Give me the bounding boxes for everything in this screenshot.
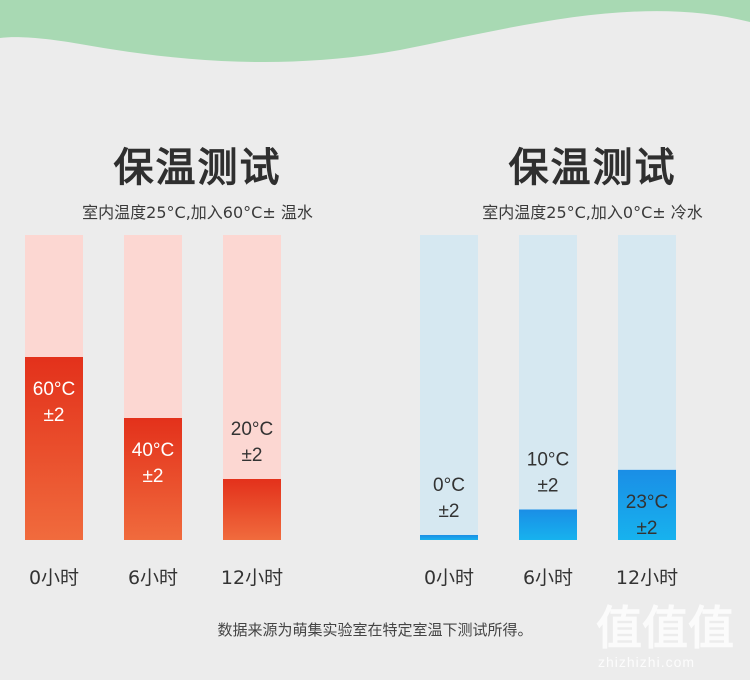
bar-fill (223, 479, 281, 540)
data-source-footnote: 数据来源为萌集实验室在特定室温下测试所得。 (217, 621, 533, 639)
category-label: 0小时 (29, 567, 79, 589)
bar-tolerance-label: ±2 (44, 405, 65, 426)
bar-track (420, 235, 478, 540)
category-label: 6小时 (523, 567, 573, 589)
bar-value-label: 10°C (527, 450, 569, 471)
bar-tolerance-label: ±2 (143, 466, 164, 487)
decorative-wave (0, 0, 750, 63)
bar-value-label: 60°C (33, 379, 75, 400)
bar-fill (124, 418, 182, 540)
bar-track (519, 235, 577, 540)
bar-value-label: 40°C (132, 440, 174, 461)
watermark-logo-text: 值值值 (596, 601, 734, 655)
bar-tolerance-label: ±2 (439, 501, 460, 522)
bar-fill (519, 509, 577, 540)
bar-tolerance-label: ±2 (538, 476, 559, 497)
chart-title: 保温测试 (113, 145, 282, 191)
category-label: 12小时 (616, 567, 678, 589)
bar-value-label: 20°C (231, 419, 273, 440)
category-label: 12小时 (221, 567, 283, 589)
bar-fill (420, 535, 478, 540)
chart-subtitle: 室内温度25°C,加入0°C± 冷水 (482, 203, 703, 222)
hot-water-test-panel: 60°C ±2 0小时 40°C ±2 6小时 20°C ±2 12小时 保温测试 室内温度25… (25, 135, 370, 595)
bar-tolerance-label: ±2 (637, 518, 658, 539)
bar-value-label: 23°C (626, 492, 668, 513)
chart-subtitle: 室内温度25°C,加入60°C± 温水 (82, 203, 313, 222)
bar-value-label: 0°C (433, 475, 465, 496)
category-label: 0小时 (424, 567, 474, 589)
category-label: 6小时 (128, 567, 178, 589)
bar-fill (618, 469, 676, 540)
watermark-logo: 值值值 (596, 601, 734, 655)
bar-fill (25, 357, 83, 540)
cold-water-chart: 0°C ±2 0小时 10°C ±2 6小时 23°C ±2 12小时 (420, 235, 678, 589)
bar-tolerance-label: ±2 (242, 445, 263, 466)
cold-water-test-panel: 0°C ±2 0小时 10°C ±2 6小时 23°C ±2 12小时 保温测试 室内温度25°… (420, 135, 750, 595)
hot-water-chart: 60°C ±2 0小时 40°C ±2 6小时 20°C ±2 12小时 (25, 235, 283, 589)
chart-title: 保温测试 (508, 145, 677, 191)
watermark-site: zhizhizhi.com (598, 654, 696, 670)
